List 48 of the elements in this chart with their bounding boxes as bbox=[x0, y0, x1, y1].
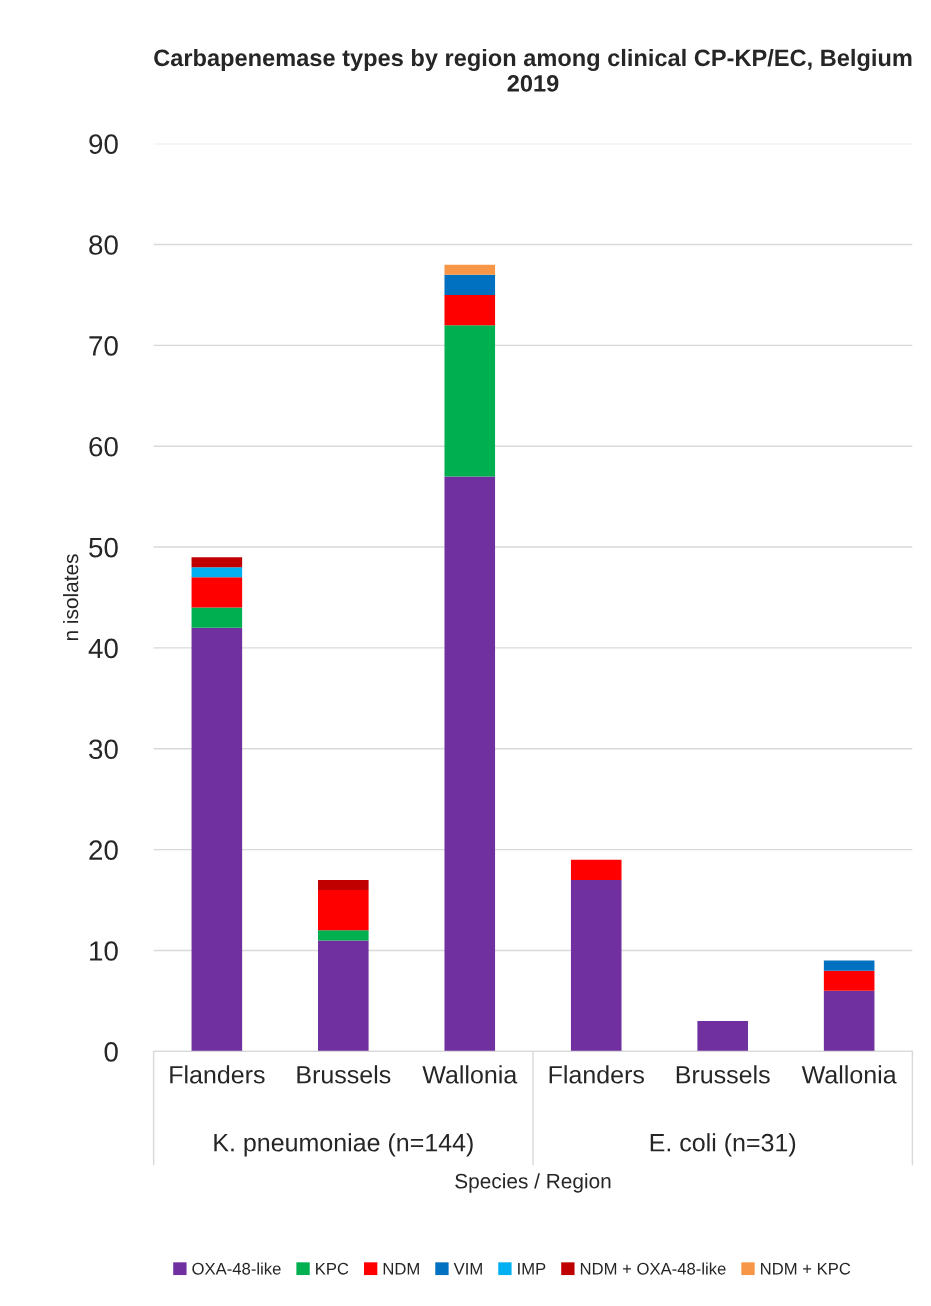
legend-label: NDM + KPC bbox=[761, 1262, 851, 1275]
x-axis-title: Species / Region bbox=[455, 1173, 611, 1193]
legend-label: OXA-48-like bbox=[192, 1262, 281, 1275]
bar bbox=[318, 940, 369, 1052]
bar bbox=[191, 577, 243, 608]
bar bbox=[823, 970, 875, 991]
y-tick-label: 10 bbox=[90, 941, 118, 961]
bar bbox=[444, 274, 496, 295]
y-tick-label: 60 bbox=[89, 436, 118, 457]
bar bbox=[444, 325, 496, 477]
bar bbox=[191, 627, 243, 1052]
bar bbox=[191, 607, 243, 628]
bar bbox=[191, 557, 243, 568]
legend-label: NDM bbox=[383, 1263, 419, 1275]
y-tick-label: 80 bbox=[89, 235, 118, 255]
bar bbox=[444, 264, 496, 275]
text: E. coli (n=31) bbox=[650, 1133, 796, 1157]
x-tick-label: Flanders bbox=[170, 1065, 265, 1084]
bar bbox=[318, 879, 369, 890]
bar bbox=[697, 1021, 748, 1052]
x-tick-label: Wallonia bbox=[801, 1065, 897, 1084]
y-tick-label: 0 bbox=[104, 1042, 118, 1062]
x-tick-label: Brussels bbox=[297, 1065, 391, 1084]
y-tick-label: 30 bbox=[89, 739, 118, 760]
bar bbox=[318, 889, 369, 931]
bar bbox=[444, 294, 496, 326]
chart-title: Carbapenemase types by region among clinical CP-KP/EC, Belgium 2019 bbox=[154, 48, 912, 92]
text: K. pneumoniae (n=144) bbox=[214, 1133, 473, 1157]
y-tick-label: 90 bbox=[89, 134, 118, 154]
y-tick-label: 40 bbox=[88, 638, 118, 659]
y-tick-label: 20 bbox=[89, 840, 118, 860]
x-tick-label: Brussels bbox=[676, 1065, 770, 1084]
legend-label: NDM + OXA-48-like bbox=[580, 1262, 726, 1275]
y-tick-label: 70 bbox=[89, 336, 118, 356]
x-tick-label: Flanders bbox=[549, 1065, 644, 1084]
legend-label: VIM bbox=[453, 1263, 482, 1275]
legend-label: IMP bbox=[518, 1263, 546, 1275]
x-tick-label: Wallonia bbox=[422, 1065, 518, 1084]
bar bbox=[570, 859, 622, 880]
bar bbox=[191, 567, 243, 578]
bar bbox=[318, 930, 369, 941]
bar bbox=[444, 476, 496, 1052]
y-axis-title: n isolates bbox=[63, 554, 79, 641]
bar bbox=[823, 990, 875, 1052]
bar bbox=[823, 960, 875, 971]
bar bbox=[570, 879, 622, 1052]
y-tick-label: 50 bbox=[89, 537, 118, 558]
legend-label: KPC bbox=[316, 1262, 349, 1275]
